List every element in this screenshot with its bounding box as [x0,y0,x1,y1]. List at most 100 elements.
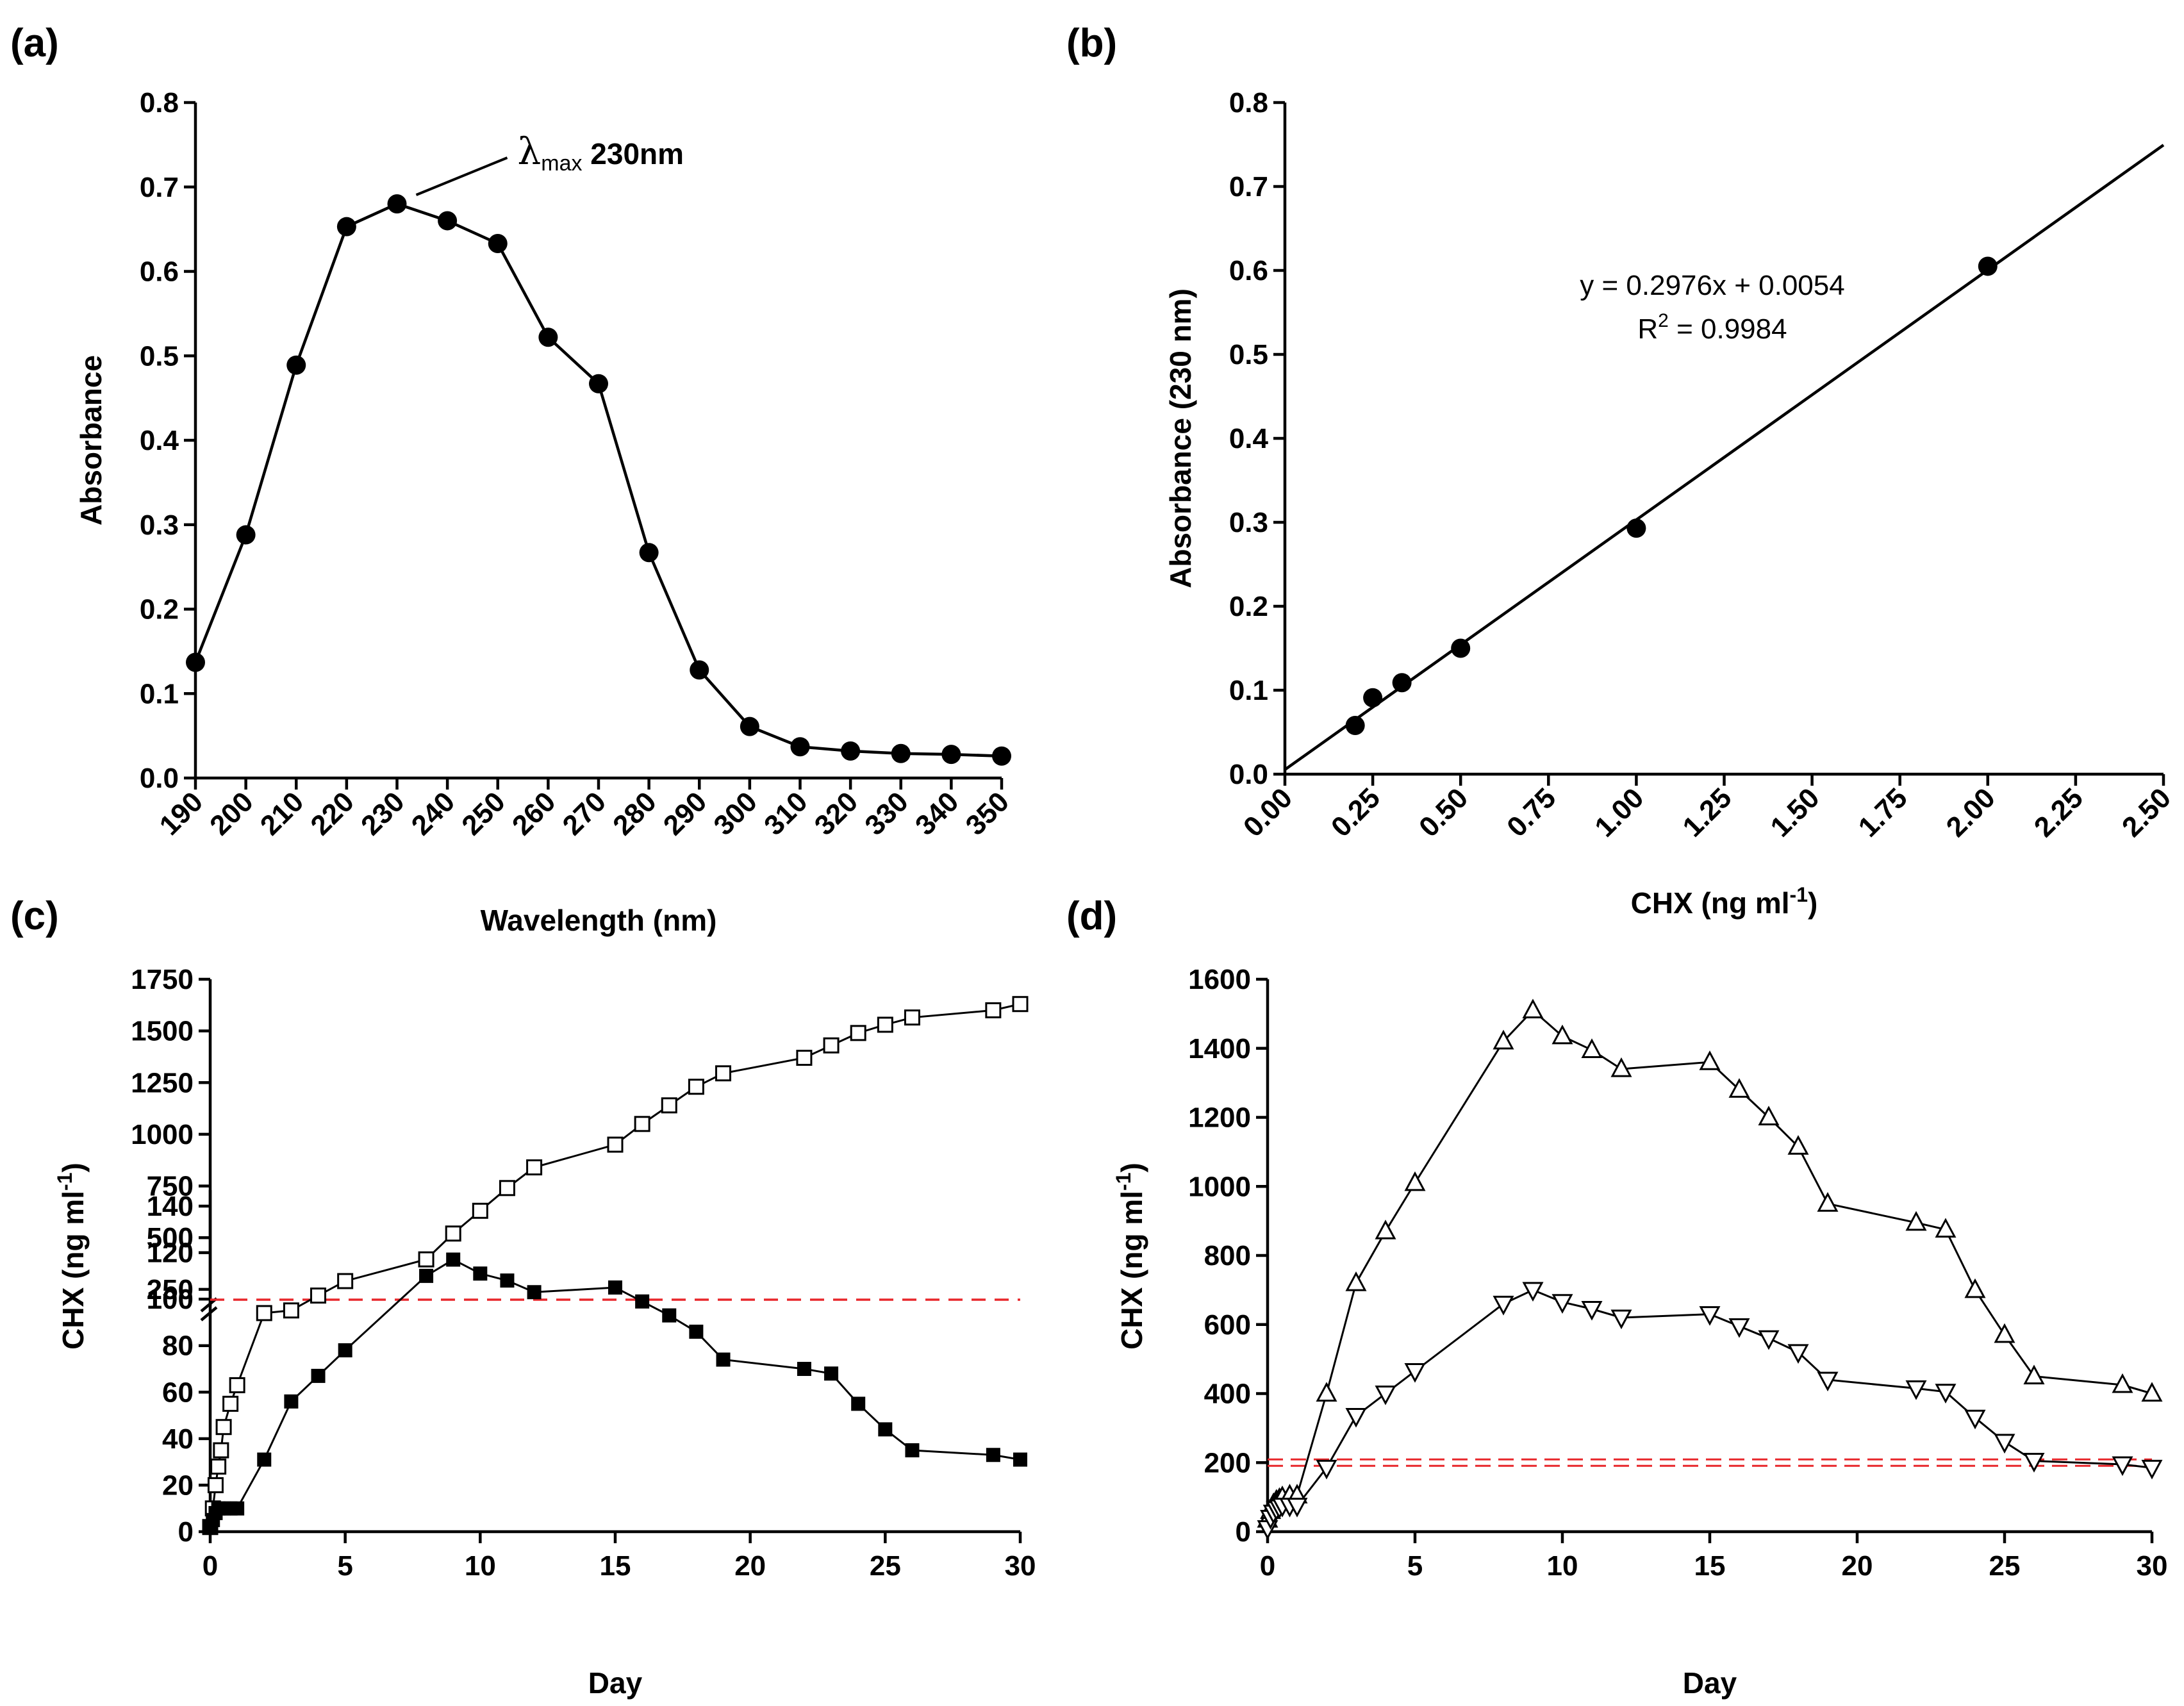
panel-c-x-tick-label: 15 [600,1550,631,1582]
panel-c-series-1-point [213,1442,229,1459]
panel-a-x-tick-label: 260 [506,786,562,841]
panel-a-data-point [538,327,558,347]
panel-c-axis-break-mark [200,1306,218,1321]
panel-c-x-tick-label: 25 [870,1550,901,1582]
panel-c-series-1-point [229,1377,245,1393]
panel-c-series-2-point [905,1443,920,1457]
panel-d-series-2-point [1758,1330,1780,1350]
panel-a-y-tick-label: 0.1 [140,678,179,709]
panel-c-y-tick-label: 250 [147,1274,194,1305]
panel-c-label: (c) [10,894,59,938]
panel-b-x-tick-label: 0.00 [1237,782,1298,843]
panel-c-series-2-point [635,1294,650,1309]
panel-a-x-tick-label: 230 [355,786,411,841]
panel-d-series-2-point [1375,1386,1396,1405]
panel-c-series-2-point [419,1268,434,1283]
panel-b-r-squared: R2 = 0.9984 [1637,310,1787,345]
panel-d-series-1-point [1493,1029,1514,1050]
panel-d-series-2-point [1551,1294,1573,1314]
panel-b-y-tick-label: 0.6 [1229,255,1268,286]
panel-a-x-axis-title: Wavelength (nm) [481,904,717,937]
panel-d-series-1-point [1817,1192,1839,1212]
panel-b-x-tick-label: 1.00 [1589,782,1650,843]
panel-d-series-1-point [1551,1024,1573,1045]
panel-a-data-point [639,543,659,563]
panel-d-series-1-line [1266,1009,2153,1520]
panel-d-y-tick-label: 600 [1204,1309,1251,1341]
panel-c-series-2-point [446,1252,461,1267]
panel-b-data-point [1626,518,1646,538]
panel-d-series-2-point [1404,1362,1426,1383]
panel-d-y-tick-label: 1600 [1188,964,1251,995]
panel-c-series-1-point [283,1302,299,1319]
panel-d-x-tick-label: 0 [1260,1550,1275,1582]
panel-c-y-tick-label: 60 [162,1377,194,1408]
panel-d-series-1-point [1964,1278,1986,1298]
panel-c-series-1-point [210,1458,227,1475]
panel-b-x-tick-label: 2.50 [2116,782,2177,843]
panel-c-y-tick-label: 20 [162,1470,194,1501]
panel-c-series-1-point [715,1065,732,1082]
panel-c-series-2-point [797,1362,811,1376]
panel-d-series-1-point [2141,1382,2163,1402]
panel-a-x-tick-label: 330 [859,786,914,841]
panel-d-y-axis-title: CHX (ng ml-1) [1112,1163,1148,1350]
panel-c-series-2-point [500,1273,515,1288]
panel-c-x-tick-label: 30 [1005,1550,1036,1582]
panel-a-x-tick-label: 200 [204,786,260,841]
panel-a-y-axis-title: Absorbance [74,355,108,526]
panel-a-x-tick-label: 350 [960,786,1016,841]
panel-b-x-tick-label: 1.75 [1853,782,1914,843]
panel-b-label: (b) [1066,21,1117,65]
panel-c-series-1-point [1012,996,1029,1013]
panel-d-series-2-point [1286,1498,1308,1518]
panel-a-data-point [236,525,256,545]
panel-a-x-tick-label: 280 [607,786,663,841]
panel-c-series-2-point [824,1366,839,1381]
panel-a-data-point [841,741,861,761]
panel-a-annotation-leader [415,156,508,196]
panel-c-x-axis-title: Day [588,1666,643,1700]
panel-a-x-tick-label: 190 [154,786,210,841]
panel-c-x-tick-label: 20 [734,1550,766,1582]
panel-a-x-tick-label: 300 [707,786,763,841]
panel-d-y-tick-label: 1000 [1188,1171,1251,1202]
panel-a-data-point [941,745,961,765]
panel-a-x-tick-label: 340 [909,786,965,841]
panel-c-y-tick-label: 0 [178,1516,194,1548]
panel-c-series-1-point [499,1180,515,1197]
panel-d-series-2-point [1787,1344,1809,1364]
panel-c-y-tick-label: 1000 [131,1119,194,1150]
panel-c-series-2-point [230,1501,245,1516]
panel-c-series-1-point [634,1116,650,1132]
panel-d-series-2-point [1522,1282,1544,1302]
panel-d-y-tick-label: 1200 [1188,1102,1251,1134]
panel-c-series-1-point [877,1016,893,1033]
panel-c-series-2-point [662,1308,677,1323]
panel-b-y-tick-label: 0.8 [1229,87,1268,119]
panel-b-y-tick-label: 0.7 [1229,171,1268,203]
panel-d-series-1-point [1610,1057,1632,1077]
panel-b-y-tick-label: 0.4 [1229,423,1269,454]
panel-b-x-axis-title: CHX (ng ml-1) [1631,883,1818,920]
panel-d-series-1-point [1935,1218,1956,1238]
panel-c-series-1-point [607,1136,624,1153]
panel-c-series-2-point [1013,1452,1027,1467]
panel-c-series-2-point [473,1266,488,1281]
panel-c-series-1-point [207,1477,224,1493]
panel-a-annotation-text: λmax 230nm [518,129,684,176]
panel-a-data-point [438,211,458,231]
panel-b-x-tick-label: 1.50 [1764,782,1825,843]
panel-d-series-2-point [1964,1409,1986,1430]
panel-a-x-tick-label: 220 [304,786,360,841]
panel-b-y-tick-label: 0.5 [1229,339,1268,370]
panel-a-y-tick-label: 0.7 [140,172,179,203]
panel-d-series-1-point [1316,1382,1337,1402]
panel-a-data-point [690,660,709,680]
panel-b-calibration-chart: (b) 0.0 0.1 0.2 0.3 0.4 0.5 0.6 0.7 0.8 0.00 0.25 0.… [1066,21,2177,920]
panel-d-series-2-point [1994,1434,2015,1454]
panel-b-y-tick-label: 0.0 [1229,759,1268,790]
panel-a-data-point [336,217,356,236]
panel-d-series-2-point [1699,1306,1721,1326]
panel-d-x-tick-label: 25 [1989,1550,2021,1582]
